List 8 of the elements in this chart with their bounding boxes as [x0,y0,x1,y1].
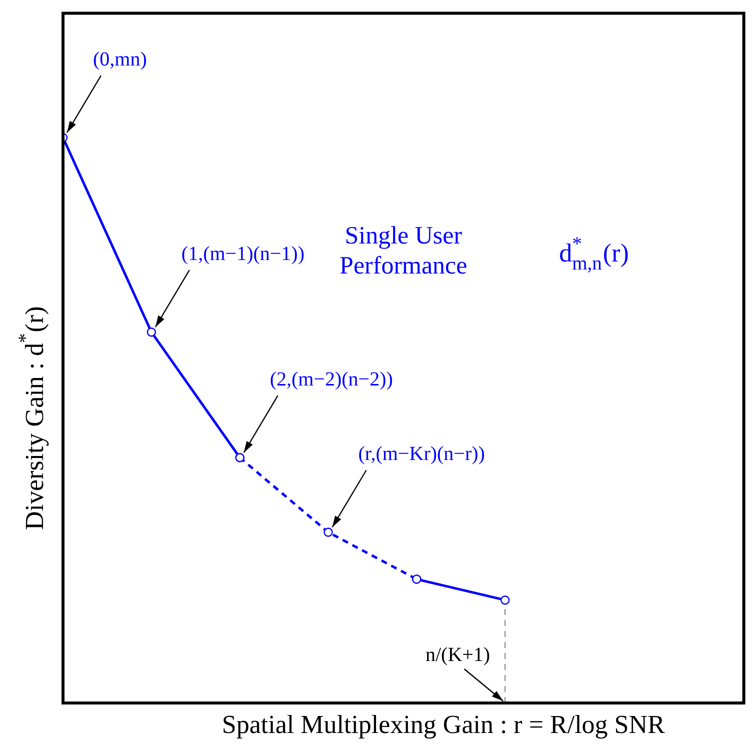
x-axis-title: Spatial Multiplexing Gain : r = R/log SNR [222,710,666,739]
annotation: (2,(m−2)(n−2)) [270,368,393,391]
text: (0,mn) [93,48,147,71]
annotation: (r,(m−Kr)(n−r)) [358,443,485,466]
y-axis-title: Diversity Gain : d*(r) [15,306,49,530]
annotation: (1,(m−1)(n−1)) [181,243,304,266]
annotation: Single User Performance [340,222,468,280]
text: n/(K+1) [425,644,490,666]
